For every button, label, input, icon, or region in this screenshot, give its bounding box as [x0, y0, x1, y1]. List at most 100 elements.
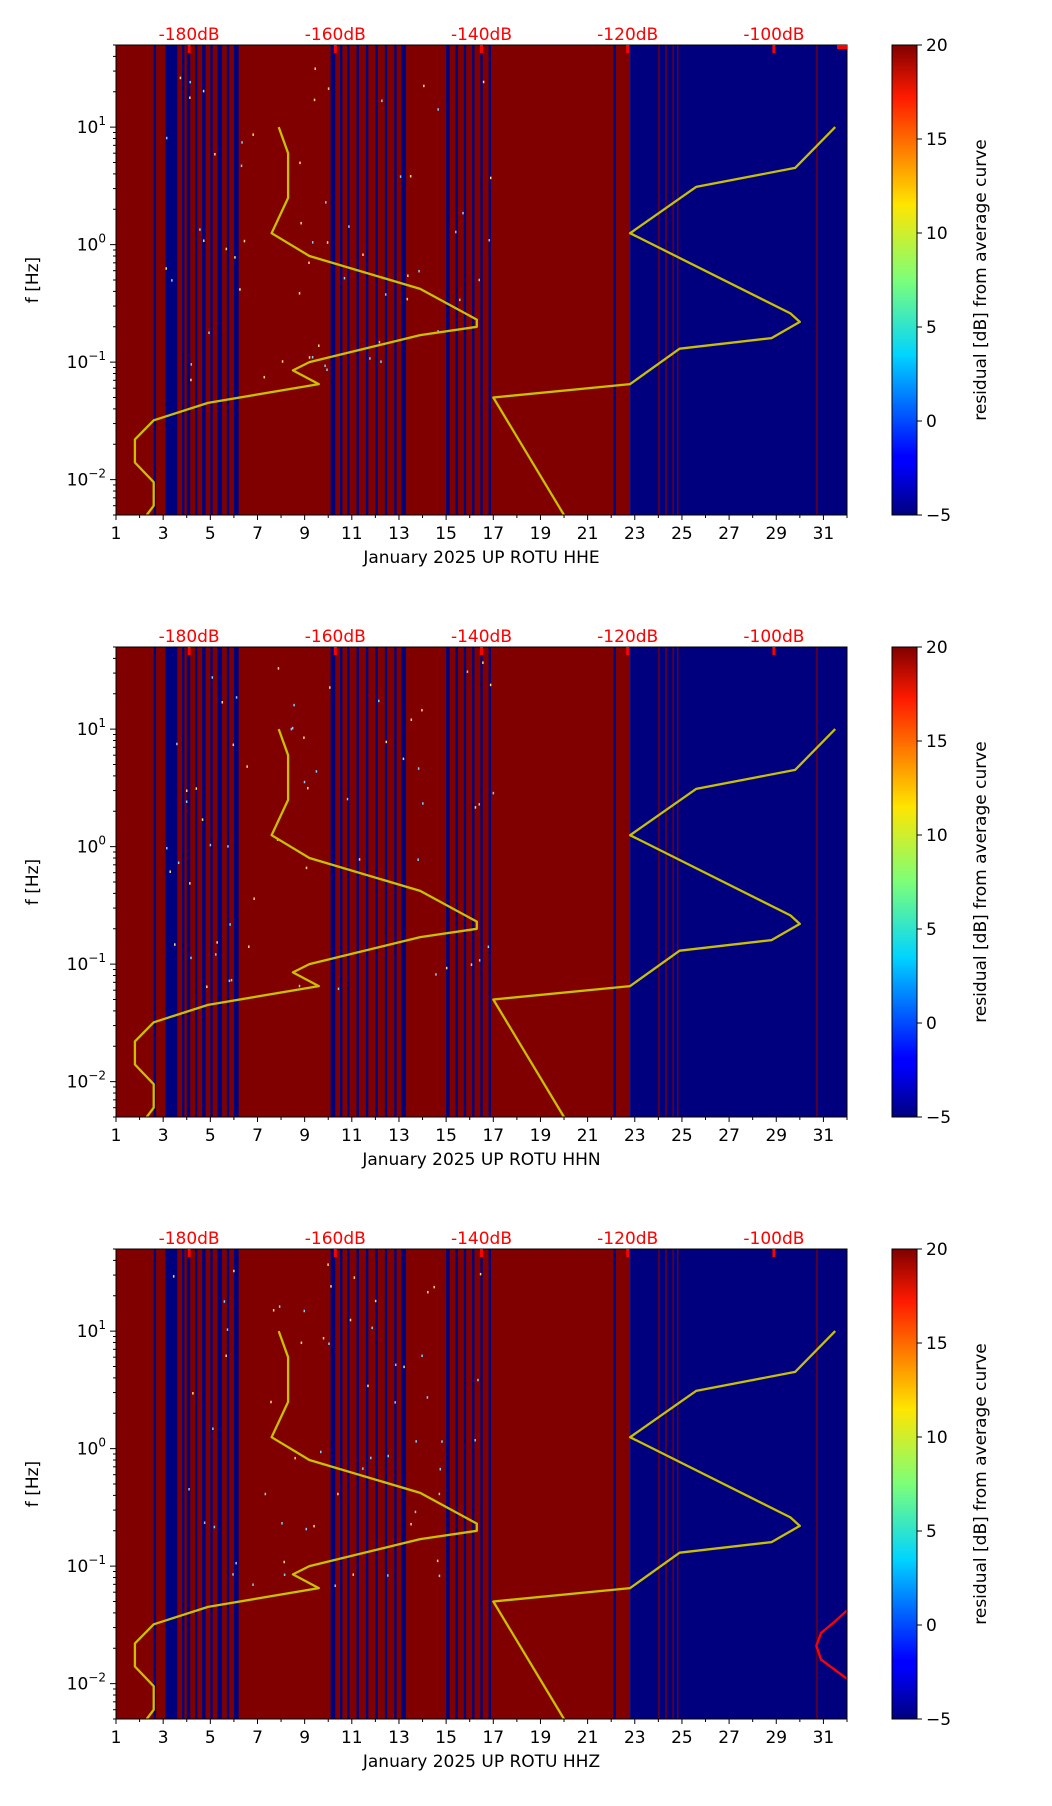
- heatmap-stripe: [351, 1249, 354, 1719]
- heatmap-band: [480, 45, 483, 515]
- heatmap-stripe: [816, 647, 818, 1117]
- heatmap-stripe: [658, 45, 660, 515]
- y-tick-label: 101: [77, 716, 106, 740]
- pdf-curve: [133, 126, 478, 516]
- heatmap-speck: [203, 1521, 206, 1525]
- x-tick-label: 9: [299, 1126, 310, 1146]
- db-marker-tick: [480, 647, 483, 655]
- heatmap-band: [226, 45, 230, 515]
- heatmap-band: [330, 647, 336, 1117]
- heatmap-band: [194, 1249, 198, 1719]
- heatmap-speck: [252, 1583, 254, 1586]
- heatmap-speck: [225, 1354, 227, 1358]
- heatmap-speck: [410, 718, 413, 721]
- x-tick-label: 25: [671, 1728, 693, 1748]
- heatmap-stripe: [199, 647, 201, 1117]
- heatmap-band: [347, 45, 350, 515]
- heatmap-speck: [277, 667, 280, 670]
- heatmap-speck: [362, 253, 364, 256]
- heatmap-stripe: [199, 45, 201, 515]
- heatmap-speck: [479, 1272, 482, 1276]
- y-tick-label: 100: [77, 834, 106, 858]
- x-tick-label: 29: [765, 524, 787, 544]
- y-tick-label: 10−1: [67, 1553, 106, 1577]
- heatmap-speck: [426, 1396, 429, 1399]
- colorbar-tick-label: 10: [926, 224, 948, 244]
- db-marker-tick: [626, 647, 630, 655]
- heatmap-speck: [402, 757, 405, 761]
- heatmap-stripe: [469, 647, 471, 1117]
- x-tick-label: 21: [577, 1126, 599, 1146]
- heatmap-speck: [313, 98, 316, 102]
- heatmap-speck: [437, 108, 439, 111]
- heatmap-speck: [409, 174, 412, 178]
- y-axis-label: f [Hz]: [23, 257, 43, 303]
- heatmap-band: [488, 45, 491, 515]
- db-marker-label: -180dB: [159, 25, 220, 45]
- heatmap-speck: [315, 770, 318, 773]
- heatmap-speck: [252, 133, 254, 136]
- heatmap-speck: [185, 789, 188, 792]
- heatmap-band: [401, 647, 407, 1117]
- heatmap-speck: [264, 1492, 267, 1496]
- heatmap-speck: [459, 298, 461, 302]
- y-tick-label: 101: [77, 114, 106, 138]
- heatmap-band: [226, 647, 230, 1117]
- heatmap-speck: [212, 1427, 214, 1430]
- x-tick-label: 15: [435, 1126, 457, 1146]
- db-marker-tick: [333, 45, 337, 53]
- heatmap-speck: [378, 340, 381, 344]
- heatmap-band: [446, 647, 450, 1117]
- heatmap-stripe: [469, 45, 471, 515]
- heatmap-stripe: [665, 45, 667, 515]
- heatmap-stripe: [351, 45, 354, 515]
- heatmap-high-region: [116, 1249, 631, 1719]
- db-marker-label: -120dB: [597, 627, 658, 647]
- heatmap-speck: [179, 76, 182, 80]
- colorbar-tick-label: 15: [926, 130, 948, 150]
- heatmap-speck: [165, 136, 168, 140]
- heatmap-speck: [300, 221, 302, 225]
- heatmap-speck: [314, 67, 316, 70]
- heatmap-speck: [385, 740, 388, 744]
- heatmap-speck: [324, 364, 326, 368]
- heatmap-band: [340, 647, 343, 1117]
- heatmap-speck: [230, 978, 233, 982]
- x-axis-label: January 2025 UP ROTU HHN: [361, 1150, 600, 1170]
- heatmap-band: [182, 1249, 185, 1719]
- heatmap-band: [226, 1249, 230, 1719]
- heatmap-speck: [294, 1456, 296, 1460]
- heatmap-band: [463, 647, 467, 1117]
- x-tick-label: 31: [813, 524, 835, 544]
- heatmap-speck: [185, 800, 188, 803]
- heatmap-stripe: [658, 1249, 660, 1719]
- heatmap-speck: [487, 945, 490, 949]
- heatmap-speck: [478, 278, 480, 282]
- db-marker-tick: [772, 1249, 776, 1257]
- db-marker-tick: [837, 45, 847, 49]
- heatmap-stripe: [163, 647, 165, 1117]
- colorbar-tick-label: 20: [926, 36, 948, 56]
- heatmap-speck: [308, 261, 310, 265]
- heatmap-band: [186, 647, 191, 1117]
- heatmap-low-region: [630, 1249, 847, 1719]
- heatmap-speck: [192, 1392, 194, 1395]
- heatmap-stripe: [672, 647, 674, 1117]
- db-marker-label: -100dB: [743, 627, 804, 647]
- heatmap-speck: [278, 1305, 281, 1308]
- heatmap-speck: [418, 269, 420, 273]
- heatmap-speck: [215, 953, 217, 956]
- heatmap-speck: [470, 963, 473, 966]
- db-marker-tick: [187, 45, 191, 53]
- red-curve: [815, 1609, 848, 1680]
- heatmap-speck: [394, 1363, 397, 1367]
- heatmap-band: [463, 1249, 467, 1719]
- heatmap-speck: [305, 1527, 308, 1531]
- heatmap-speck: [327, 1263, 329, 1266]
- heatmap-stripe: [398, 647, 401, 1117]
- y-tick-label: 101: [77, 1318, 106, 1342]
- heatmap-speck: [380, 360, 382, 363]
- db-marker-label: -140dB: [451, 25, 512, 45]
- heatmap-speck: [303, 780, 306, 784]
- heatmap-speck: [406, 297, 409, 301]
